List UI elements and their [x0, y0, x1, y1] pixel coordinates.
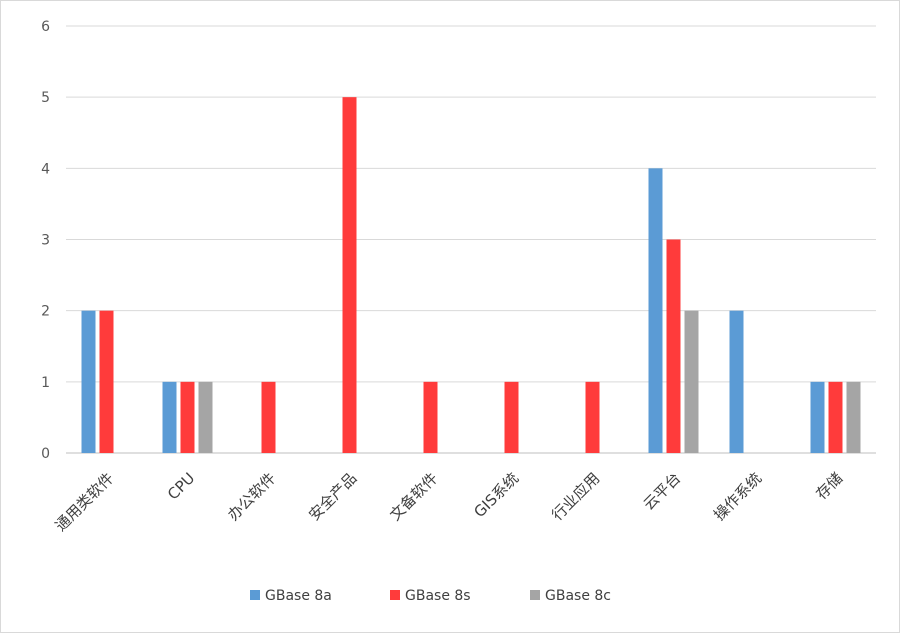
bar — [585, 381, 600, 453]
legend-label: GBase 8s — [405, 588, 471, 604]
bar — [666, 239, 681, 453]
y-tick-label: 3 — [41, 233, 50, 249]
x-tick-label: 通用类软件 — [52, 469, 118, 535]
bar — [99, 310, 114, 453]
x-tick-label: 云平台 — [640, 469, 685, 514]
legend-item: GBase 8c — [530, 588, 611, 604]
legend-label: GBase 8a — [265, 588, 332, 604]
legend: GBase 8a GBase 8s GBase 8c — [250, 588, 611, 604]
bar — [504, 381, 519, 453]
x-tick-label: 操作系统 — [710, 469, 765, 524]
y-tick-label: 0 — [41, 446, 50, 462]
x-tick-label: GIS系统 — [470, 469, 522, 521]
legend-swatch — [530, 590, 540, 600]
legend-swatch — [250, 590, 260, 600]
bar — [684, 310, 699, 453]
bar — [810, 381, 825, 453]
bar — [648, 168, 663, 454]
y-tick-label: 2 — [41, 304, 50, 320]
bar — [846, 381, 861, 453]
bar — [81, 310, 96, 453]
legend-item: GBase 8a — [250, 588, 332, 604]
x-tick-label: CPU — [164, 469, 198, 503]
bar — [423, 381, 438, 453]
y-tick-label: 4 — [41, 161, 50, 177]
legend-item: GBase 8s — [390, 588, 471, 604]
y-tick-label: 5 — [41, 90, 50, 106]
x-tick-label: 安全产品 — [305, 469, 360, 524]
x-tick-label: 文备软件 — [386, 469, 441, 524]
y-tick-label: 1 — [41, 375, 50, 391]
x-tick-label: 行业应用 — [548, 469, 603, 524]
legend-swatch — [390, 590, 400, 600]
bar — [342, 97, 357, 454]
bar — [261, 381, 276, 453]
bar — [162, 381, 177, 453]
y-axis: 0 1 2 3 4 5 6 — [41, 19, 50, 462]
x-tick-label: 存储 — [812, 469, 846, 503]
y-tick-label: 6 — [41, 19, 50, 35]
bars — [81, 97, 861, 454]
bar — [729, 310, 744, 453]
x-axis: 通用类软件 CPU 办公软件 安全产品 文备软件 GIS系统 行业应用 云平台 操作系统 存储 — [52, 469, 847, 535]
bar — [180, 381, 195, 453]
legend-label: GBase 8c — [545, 588, 611, 604]
bar — [828, 381, 843, 453]
x-tick-label: 办公软件 — [224, 469, 279, 524]
bar — [198, 381, 213, 453]
